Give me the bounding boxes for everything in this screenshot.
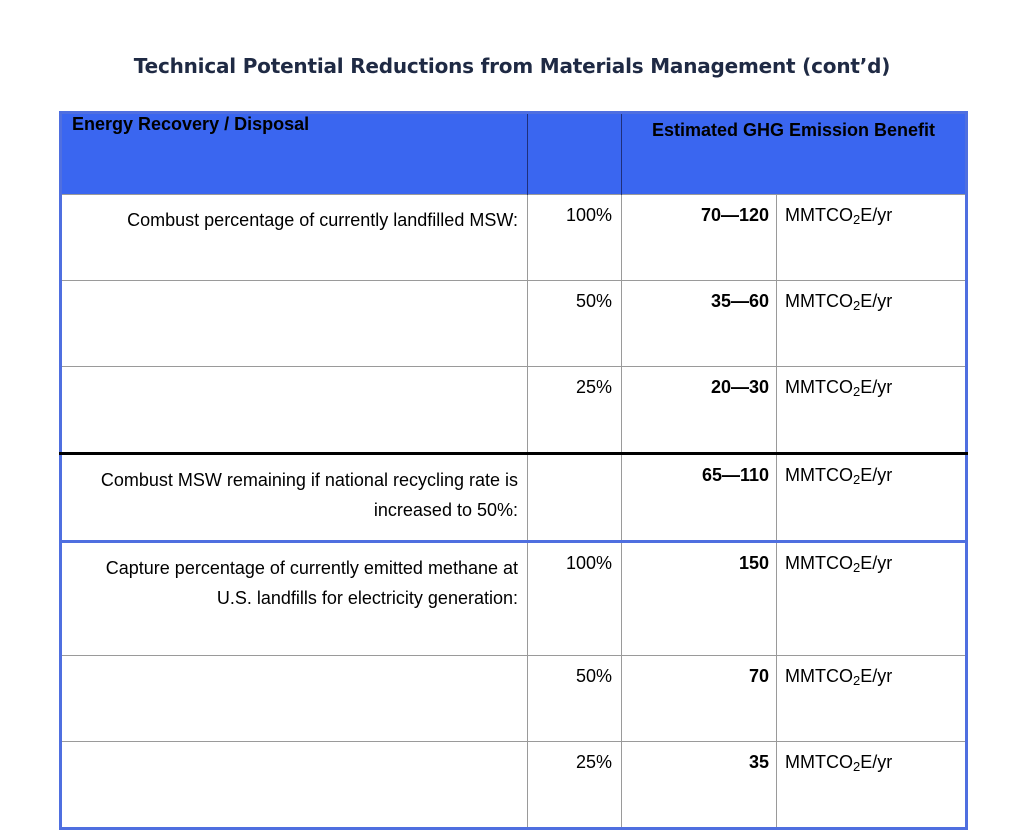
header-percent bbox=[527, 112, 622, 195]
row-unit: MMTCO2E/yr bbox=[776, 280, 967, 367]
row-unit: MMTCO2E/yr bbox=[776, 366, 967, 454]
row-value: 70 bbox=[621, 655, 777, 742]
row-percent: 25% bbox=[527, 366, 622, 454]
row-percent: 25% bbox=[527, 741, 622, 829]
emission-benefit-table: Energy Recovery / Disposal Estimated GHG… bbox=[59, 111, 968, 830]
table-row: Capture percentage of currently emitted … bbox=[60, 540, 967, 656]
row-description: Combust MSW remaining if national recycl… bbox=[60, 452, 528, 542]
table-row: 25% 35 MMTCO2E/yr bbox=[60, 741, 967, 829]
row-description bbox=[60, 280, 528, 367]
row-unit: MMTCO2E/yr bbox=[776, 655, 967, 742]
row-value: 20—30 bbox=[621, 366, 777, 454]
table-row: 25% 20—30 MMTCO2E/yr bbox=[60, 366, 967, 454]
header-category: Energy Recovery / Disposal bbox=[60, 112, 528, 195]
row-percent: 100% bbox=[527, 540, 622, 656]
row-value: 150 bbox=[621, 540, 777, 656]
header-benefit: Estimated GHG Emission Benefit bbox=[621, 112, 967, 195]
row-unit: MMTCO2E/yr bbox=[776, 194, 967, 281]
table-row: Combust percentage of currently landfill… bbox=[60, 194, 967, 281]
row-value: 65—110 bbox=[621, 452, 777, 542]
row-percent: 50% bbox=[527, 280, 622, 367]
table-header-row: Energy Recovery / Disposal Estimated GHG… bbox=[60, 112, 967, 195]
row-description bbox=[60, 366, 528, 454]
row-description: Capture percentage of currently emitted … bbox=[60, 540, 528, 656]
row-description bbox=[60, 741, 528, 829]
row-unit: MMTCO2E/yr bbox=[776, 741, 967, 829]
row-unit: MMTCO2E/yr bbox=[776, 452, 967, 542]
row-description: Combust percentage of currently landfill… bbox=[60, 194, 528, 281]
row-unit: MMTCO2E/yr bbox=[776, 540, 967, 656]
table-row: Combust MSW remaining if national recycl… bbox=[60, 452, 967, 542]
table-row: 50% 35—60 MMTCO2E/yr bbox=[60, 280, 967, 367]
row-percent: 50% bbox=[527, 655, 622, 742]
row-value: 35 bbox=[621, 741, 777, 829]
table-row: 50% 70 MMTCO2E/yr bbox=[60, 655, 967, 742]
slide-title: Technical Potential Reductions from Mate… bbox=[133, 54, 891, 78]
row-percent: 100% bbox=[527, 194, 622, 281]
row-value: 70—120 bbox=[621, 194, 777, 281]
row-value: 35—60 bbox=[621, 280, 777, 367]
row-description bbox=[60, 655, 528, 742]
row-percent bbox=[527, 452, 622, 542]
